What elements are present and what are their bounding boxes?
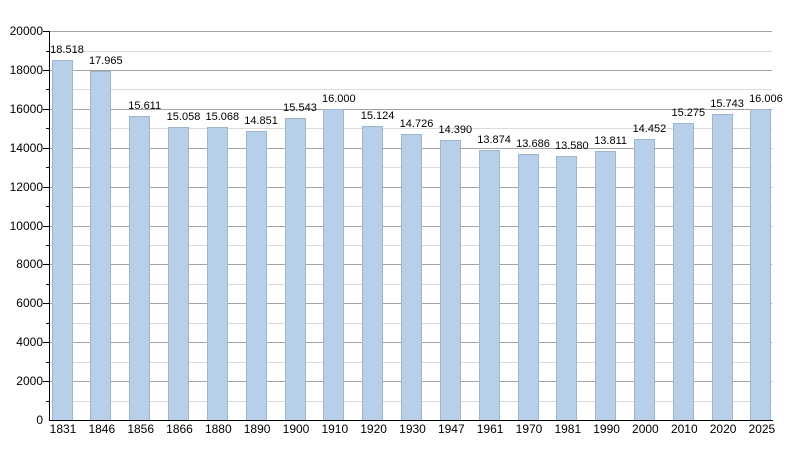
x-tick-label-1910: 1910 <box>321 422 349 436</box>
y-tick-label: 18000 <box>9 62 43 77</box>
y-axis-minor-tick <box>46 89 50 91</box>
x-tick-label-2025: 2025 <box>748 422 776 436</box>
x-tick-label-2020: 2020 <box>709 422 737 436</box>
y-tick-label: 14000 <box>9 140 43 155</box>
x-tick-label-1900: 1900 <box>282 422 310 436</box>
major-gridline <box>50 31 772 32</box>
y-tick-label: 0 <box>36 413 43 427</box>
x-tick-label-1970: 1970 <box>515 422 543 436</box>
y-axis-minor-tick <box>46 244 50 246</box>
bar-2025 <box>750 108 772 420</box>
value-label-1961: 13.874 <box>477 134 511 147</box>
x-tick-label-1856: 1856 <box>127 422 155 436</box>
x-tick-label-1990: 1990 <box>593 422 620 436</box>
bar-1846 <box>90 70 112 420</box>
x-tick-label-2000: 2000 <box>632 422 659 436</box>
y-axis-major-tick <box>43 186 50 188</box>
y-axis-major-tick <box>43 381 50 383</box>
minor-gridline <box>50 89 772 91</box>
bar-2000 <box>633 138 655 420</box>
minor-gridline <box>50 50 772 52</box>
x-tick-label-1947: 1947 <box>437 422 465 436</box>
y-axis-major-tick <box>43 31 50 32</box>
y-tick-label: 16000 <box>9 101 43 116</box>
bar-1990 <box>595 151 617 420</box>
value-label-1856: 15.611 <box>128 100 162 113</box>
y-axis-major-tick <box>43 147 50 149</box>
x-tick-label-1920: 1920 <box>360 422 387 436</box>
value-label-2000: 14.452 <box>632 122 667 135</box>
y-tick-label: 20000 <box>9 24 43 38</box>
y-axis-minor-tick <box>46 361 50 363</box>
y-tick-label: 8000 <box>16 257 43 272</box>
bar-1961 <box>478 150 500 420</box>
value-label-2010: 15.275 <box>671 106 706 119</box>
y-tick-label: 2000 <box>16 374 43 389</box>
y-axis-minor-tick <box>46 283 50 285</box>
y-axis-major-tick <box>43 342 50 344</box>
bar-1866 <box>168 127 189 420</box>
bar-1900 <box>284 117 306 420</box>
bar-1856 <box>129 116 151 420</box>
x-tick-label-1981: 1981 <box>554 422 582 436</box>
y-axis-major-tick <box>43 264 50 266</box>
x-tick-label-1890: 1890 <box>243 422 271 436</box>
bar-2010 <box>672 122 694 420</box>
x-tick-label-1961: 1961 <box>476 422 504 436</box>
y-axis-major-tick <box>43 69 50 71</box>
value-label-1910: 16.000 <box>321 92 356 105</box>
bar-1880 <box>206 126 228 420</box>
value-label-1947: 14.390 <box>438 124 473 137</box>
major-gridline <box>50 108 772 110</box>
y-axis-minor-tick <box>46 167 50 169</box>
value-label-1890: 14.851 <box>244 115 278 128</box>
x-tick-label-1831: 1831 <box>49 422 77 436</box>
y-axis-line <box>49 31 51 421</box>
value-label-1880: 15.068 <box>205 110 240 123</box>
x-tick-label-1866: 1866 <box>166 422 193 436</box>
y-axis-major-tick <box>43 225 50 227</box>
bar-1831 <box>51 59 73 420</box>
y-tick-label: 12000 <box>9 179 43 194</box>
value-label-1831: 18.518 <box>50 43 84 56</box>
y-axis-minor-tick <box>46 322 50 324</box>
x-tick-label-2010: 2010 <box>670 422 698 436</box>
value-label-1981: 13.580 <box>554 139 589 152</box>
value-label-2025: 16.006 <box>749 92 783 105</box>
bar-2020 <box>711 113 733 420</box>
value-label-1990: 13.811 <box>594 135 628 148</box>
x-tick-label-1930: 1930 <box>399 422 426 436</box>
bar-1930 <box>401 133 422 420</box>
bar-1970 <box>517 153 539 420</box>
y-axis-minor-tick <box>46 128 50 130</box>
x-axis-line <box>49 420 773 422</box>
value-label-1866: 15.058 <box>166 111 201 124</box>
bar-1890 <box>245 131 267 420</box>
value-label-1970: 13.686 <box>516 137 550 150</box>
y-axis-major-tick <box>43 303 50 305</box>
value-label-2020: 15.743 <box>710 97 744 110</box>
y-axis-major-tick <box>43 108 50 110</box>
value-label-1846: 17.965 <box>88 54 123 67</box>
y-tick-label: 4000 <box>16 335 43 350</box>
bar-1910 <box>323 108 345 420</box>
y-axis-minor-tick <box>46 206 50 207</box>
bar-1981 <box>556 155 578 420</box>
y-axis-minor-tick <box>46 400 50 402</box>
value-label-1900: 15.543 <box>283 101 317 114</box>
y-tick-label: 6000 <box>16 296 43 311</box>
x-tick-label-1846: 1846 <box>88 422 116 436</box>
value-label-1920: 15.124 <box>360 109 395 122</box>
y-axis-minor-tick <box>46 50 50 52</box>
bar-1947 <box>439 140 461 420</box>
bar-1920 <box>362 125 384 420</box>
major-gridline <box>50 69 772 71</box>
y-tick-label: 10000 <box>9 218 43 233</box>
value-label-1930: 14.726 <box>399 117 434 130</box>
minor-gridline <box>50 128 772 130</box>
x-tick-label-1880: 1880 <box>204 422 232 436</box>
